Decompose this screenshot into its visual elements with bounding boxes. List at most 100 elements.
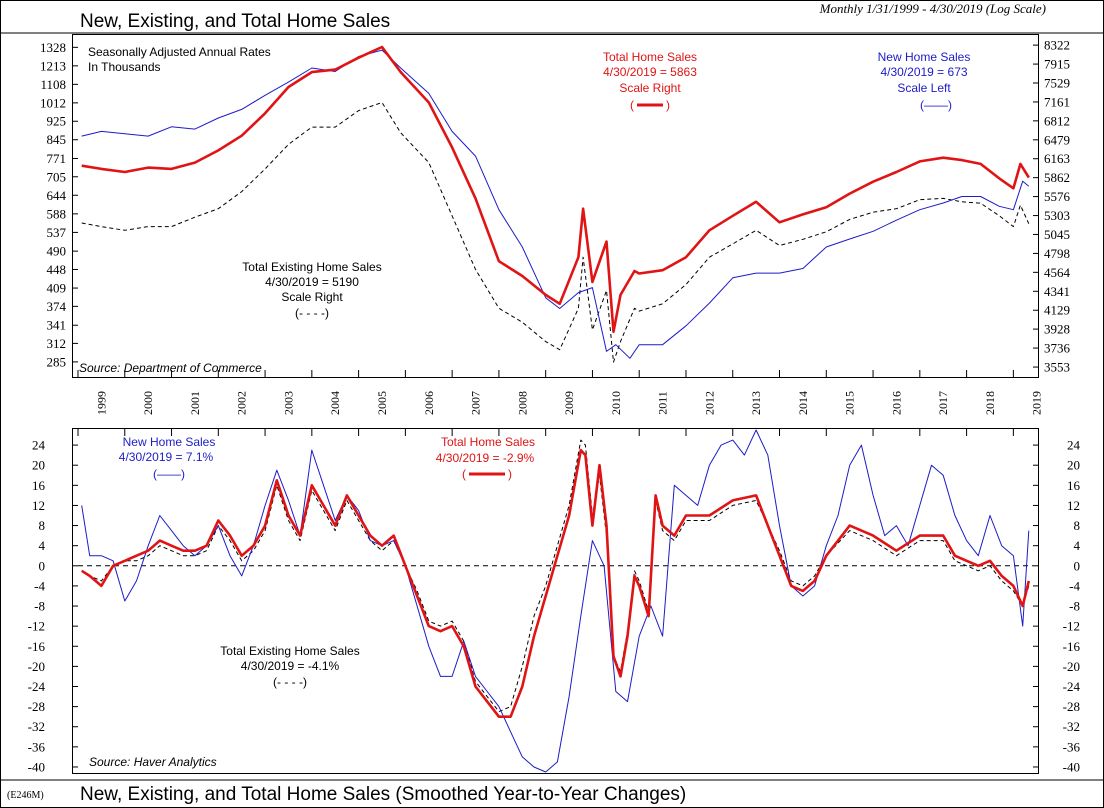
yoy-legend-existing-name: Total Existing Home Sales — [220, 644, 359, 658]
yoy-left-tick-label: -32 — [28, 719, 45, 734]
yoy-legend-total-swatch: ( ) — [462, 467, 512, 481]
year-label: 2008 — [515, 391, 529, 415]
yoy-left-tick-label: -40 — [28, 759, 45, 774]
yoy-right-tick-label: -8 — [1069, 599, 1080, 614]
yoy-left-tick-label: -4 — [34, 578, 45, 593]
left-tick-label: 409 — [47, 281, 67, 296]
year-label: 2017 — [936, 391, 950, 415]
yoy-right-tick-label: -32 — [1063, 719, 1080, 734]
new-home-sales-line — [81, 49, 1030, 359]
legend-total-scale: Scale Right — [619, 81, 681, 95]
right-tick-label: 8322 — [1044, 38, 1070, 53]
yoy-legend-new-swatch: (——) — [153, 467, 185, 481]
yoy-right-tick-label: -12 — [1063, 619, 1080, 634]
legend-total-swatch: ( ) — [630, 98, 670, 112]
yoy-right-tick-label: 12 — [1067, 498, 1080, 513]
yoy-right-tick-label: -40 — [1063, 759, 1080, 774]
yoy-right-tick-label: 20 — [1067, 458, 1080, 473]
right-tick-label: 7161 — [1044, 94, 1070, 109]
left-tick-label: 644 — [47, 188, 67, 203]
year-label: 2013 — [749, 391, 763, 415]
yoy-left-tick-label: 4 — [39, 538, 46, 553]
year-label: 1999 — [94, 391, 108, 415]
yoy-left-tick-label: -24 — [28, 679, 46, 694]
yoy-legend-total-name: Total Home Sales — [441, 435, 535, 449]
year-label: 2000 — [141, 391, 155, 415]
yoy-left-tick-label: 16 — [32, 478, 46, 493]
right-tick-label: 6479 — [1044, 132, 1070, 147]
year-label: 2001 — [188, 391, 202, 415]
total-existing-home-sales-line — [81, 102, 1030, 363]
left-tick-label: 285 — [47, 354, 67, 369]
left-tick-label: 771 — [47, 151, 67, 166]
year-label: 2019 — [1030, 391, 1044, 415]
yoy-right-tick-label: 16 — [1067, 478, 1081, 493]
legend-new-swatch: (——) — [920, 98, 952, 112]
yoy-left-tick-label: -8 — [34, 599, 45, 614]
year-axis: 1999 2000 2001 2002 2003 2004 2005 2006 2007 2008… — [77, 370, 1044, 436]
year-label: 2004 — [328, 391, 342, 415]
left-tick-label: 925 — [47, 114, 67, 129]
svg-text:): ) — [508, 467, 512, 481]
left-tick-label: 1012 — [40, 95, 66, 110]
yoy-left-tick-label: -36 — [28, 739, 46, 754]
legend-new-value: 4/30/2019 = 673 — [880, 65, 967, 79]
year-label: 2010 — [609, 391, 623, 415]
year-label: 2006 — [422, 391, 436, 415]
top-series — [81, 45, 1030, 363]
yoy-legend-new-name: New Home Sales — [123, 435, 216, 449]
right-tick-label: 7915 — [1044, 57, 1070, 72]
left-tick-label: 845 — [47, 132, 67, 147]
yoy-right-tick-label: -28 — [1063, 699, 1080, 714]
legend-existing-scale: Scale Right — [281, 290, 343, 304]
left-tick-label: 537 — [47, 225, 67, 240]
right-tick-label: 4798 — [1044, 246, 1070, 261]
yoy-right-tick-label: 24 — [1067, 438, 1081, 453]
legend-new-scale: Scale Left — [897, 81, 951, 95]
right-tick-label: 3736 — [1044, 341, 1071, 356]
right-tick-label: 6812 — [1044, 113, 1070, 128]
footer-title: New, Existing, and Total Home Sales (Smo… — [80, 784, 686, 805]
year-label: 2005 — [375, 391, 389, 415]
top-axes: 285 312 341 374 409 448 490 537 588 644 705 771 845 9… — [40, 38, 1071, 375]
bottom-source-label: Source: Haver Analytics — [89, 755, 217, 769]
year-label: 2002 — [235, 391, 249, 415]
left-tick-label: 705 — [47, 169, 67, 184]
left-tick-label: 588 — [47, 206, 67, 221]
chart-subtitle: Monthly 1/31/1999 - 4/30/2019 (Log Scale… — [819, 1, 1046, 16]
units-label-2: In Thousands — [88, 60, 161, 74]
left-tick-label: 1328 — [40, 40, 66, 55]
svg-text:(: ( — [462, 467, 466, 481]
right-tick-label: 5303 — [1044, 208, 1070, 223]
yoy-left-tick-label: -28 — [28, 699, 45, 714]
right-tick-label: 3553 — [1044, 360, 1070, 375]
yoy-left-tick-label: 24 — [32, 438, 46, 453]
left-tick-label: 312 — [47, 336, 67, 351]
right-tick-label: 4129 — [1044, 303, 1070, 318]
legend-existing-name: Total Existing Home Sales — [242, 260, 381, 274]
yoy-right-tick-label: -20 — [1063, 659, 1080, 674]
year-label: 2011 — [656, 391, 670, 415]
total-home-sales-line — [81, 45, 1030, 334]
bottom-panel-frame — [72, 428, 1039, 774]
chart-code: (E246M) — [7, 790, 44, 801]
year-label: 2014 — [796, 391, 810, 415]
right-tick-label: 5862 — [1044, 170, 1070, 185]
svg-text:(: ( — [630, 98, 634, 112]
yoy-right-tick-label: -36 — [1063, 739, 1081, 754]
yoy-left-tick-label: -16 — [28, 639, 46, 654]
chart-title: New, Existing, and Total Home Sales — [80, 11, 390, 32]
bottom-series — [81, 429, 1031, 773]
svg-text:): ) — [666, 98, 670, 112]
right-tick-label: 5576 — [1044, 189, 1071, 204]
year-label: 2012 — [702, 391, 716, 415]
yoy-right-tick-label: -16 — [1063, 639, 1081, 654]
yoy-left-tick-label: 0 — [39, 558, 46, 573]
yoy-legend-new-value: 4/30/2019 = 7.1% — [119, 450, 214, 464]
legend-total-name: Total Home Sales — [603, 50, 697, 64]
yoy-left-tick-label: -20 — [28, 659, 45, 674]
right-tick-label: 5045 — [1044, 227, 1070, 242]
year-label: 2009 — [562, 391, 576, 415]
right-tick-label: 4341 — [1044, 284, 1070, 299]
